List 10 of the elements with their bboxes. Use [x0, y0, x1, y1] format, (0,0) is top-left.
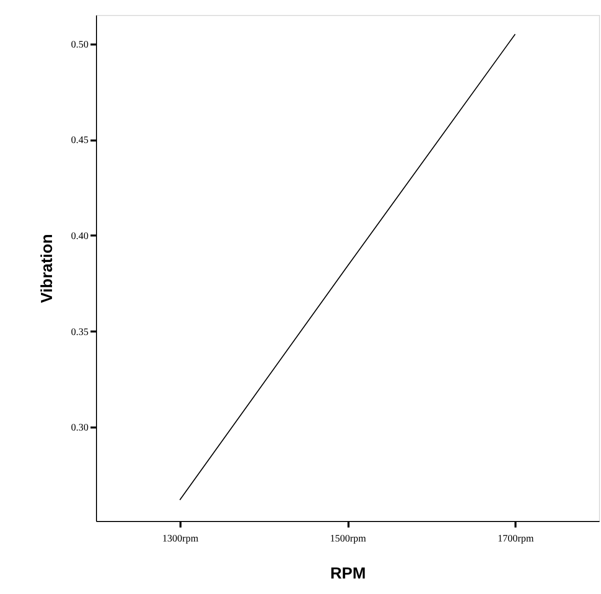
x-tick-label: 1300rpm	[162, 534, 199, 544]
x-tick-label: 1500rpm	[330, 534, 366, 544]
y-tick-label: 0.35	[71, 326, 88, 338]
y-tick-label: 0.50	[71, 39, 88, 50]
y-tick-label: 0.45	[71, 135, 88, 146]
y-axis-title: Vibration	[39, 234, 56, 304]
y-tick-label: 0.40	[71, 230, 88, 242]
x-axis-title: RPM	[330, 566, 366, 582]
x-tick-label: 1700rpm	[498, 534, 534, 544]
y-tick-label: 0.30	[71, 422, 88, 434]
